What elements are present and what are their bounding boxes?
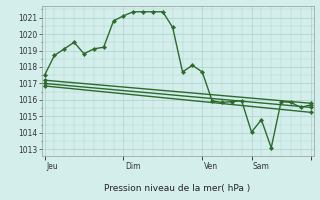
Text: Dim: Dim: [125, 162, 140, 171]
Text: Sam: Sam: [253, 162, 270, 171]
Text: Jeu: Jeu: [46, 162, 58, 171]
X-axis label: Pression niveau de la mer( hPa ): Pression niveau de la mer( hPa ): [104, 184, 251, 193]
Text: Ven: Ven: [204, 162, 218, 171]
